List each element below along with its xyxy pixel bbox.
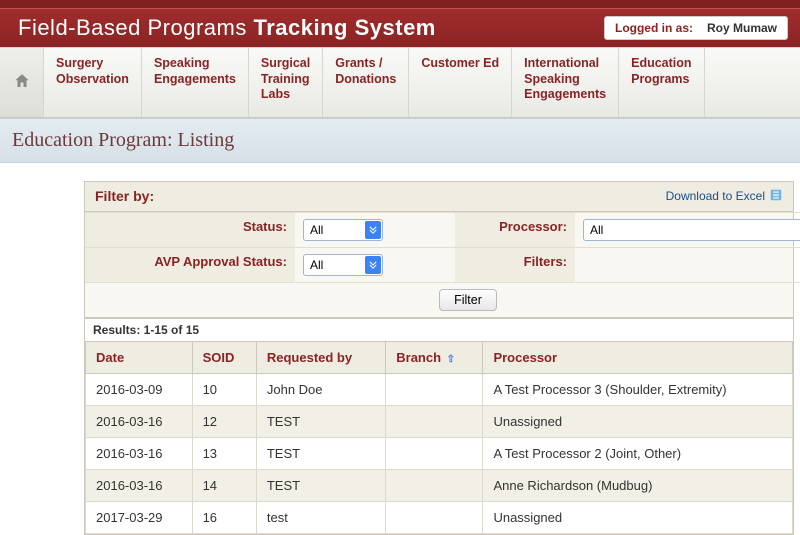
status-label: Status: — [85, 212, 295, 247]
cell-proc: A Test Processor 2 (Joint, Other) — [483, 437, 793, 469]
cell-req: TEST — [256, 437, 385, 469]
page-title: Education Program: Listing — [12, 129, 234, 151]
filter-panel: Filter by: Download to Excel Status: All… — [84, 181, 794, 535]
avp-select[interactable]: All — [303, 254, 383, 276]
sort-indicator-icon: ⇧ — [447, 354, 455, 365]
status-select[interactable]: All — [303, 219, 383, 241]
logged-in-user[interactable]: Roy Mumaw — [707, 21, 777, 35]
filter-header: Filter by: — [95, 188, 154, 204]
cell-branch — [386, 501, 483, 533]
page-title-bar: Education Program: Listing — [0, 118, 800, 163]
col-header[interactable]: Date — [86, 341, 193, 373]
header-bar: Field-Based Programs Tracking System Log… — [0, 8, 800, 47]
cell-soid: 14 — [192, 469, 256, 501]
table-row[interactable]: 2016-03-1612TEST Unassigned — [86, 405, 793, 437]
col-header[interactable]: Branch ⇧ — [386, 341, 483, 373]
cell-proc: Unassigned — [483, 405, 793, 437]
cell-branch — [386, 437, 483, 469]
download-label: Download to Excel — [666, 189, 765, 203]
excel-icon — [769, 188, 783, 205]
cell-soid: 10 — [192, 373, 256, 405]
nav-item-6[interactable]: EducationPrograms — [619, 48, 704, 117]
cell-date: 2016-03-16 — [86, 437, 193, 469]
cell-branch — [386, 405, 483, 437]
table-row[interactable]: 2017-03-2916test Unassigned — [86, 501, 793, 533]
col-header[interactable]: Requested by — [256, 341, 385, 373]
cell-date: 2016-03-16 — [86, 469, 193, 501]
cell-branch — [386, 469, 483, 501]
brand: Field-Based Programs Tracking System — [18, 15, 436, 41]
col-header[interactable]: Processor — [483, 341, 793, 373]
avp-label: AVP Approval Status: — [85, 247, 295, 282]
login-box: Logged in as: Roy Mumaw — [604, 16, 788, 40]
nav-item-2[interactable]: SurgicalTrainingLabs — [249, 48, 323, 117]
cell-soid: 16 — [192, 501, 256, 533]
nav-item-4[interactable]: Customer Ed — [409, 48, 512, 117]
filters-value-cell — [575, 247, 800, 282]
download-excel-link[interactable]: Download to Excel — [666, 188, 783, 205]
main-nav: SurgeryObservationSpeakingEngagementsSur… — [0, 47, 800, 118]
table-row[interactable]: 2016-03-0910John Doe A Test Processor 3 (… — [86, 373, 793, 405]
nav-item-5[interactable]: InternationalSpeakingEngagements — [512, 48, 619, 117]
filters-label: Filters: — [455, 247, 575, 282]
table-row[interactable]: 2016-03-1613TEST A Test Processor 2 (Join… — [86, 437, 793, 469]
cell-date: 2016-03-16 — [86, 405, 193, 437]
cell-req: TEST — [256, 469, 385, 501]
processor-label: Processor: — [455, 212, 575, 247]
logged-in-label: Logged in as: — [615, 21, 693, 35]
results-summary: Results: 1-15 of 15 — [85, 317, 793, 341]
cell-proc: Anne Richardson (Mudbug) — [483, 469, 793, 501]
cell-date: 2017-03-29 — [86, 501, 193, 533]
cell-req: TEST — [256, 405, 385, 437]
cell-soid: 13 — [192, 437, 256, 469]
cell-soid: 12 — [192, 405, 256, 437]
brand-heavy: Tracking System — [254, 15, 436, 40]
cell-req: test — [256, 501, 385, 533]
cell-date: 2016-03-09 — [86, 373, 193, 405]
processor-select[interactable]: All — [583, 219, 800, 241]
cell-req: John Doe — [256, 373, 385, 405]
cell-proc: A Test Processor 3 (Shoulder, Extremity) — [483, 373, 793, 405]
results-table: DateSOIDRequested byBranch ⇧Processor 20… — [85, 341, 793, 534]
nav-item-3[interactable]: Grants /Donations — [323, 48, 409, 117]
filter-button[interactable]: Filter — [439, 289, 497, 311]
nav-item-0[interactable]: SurgeryObservation — [44, 48, 142, 117]
table-row[interactable]: 2016-03-1614TEST Anne Richardson (Mudbug) — [86, 469, 793, 501]
nav-item-1[interactable]: SpeakingEngagements — [142, 48, 249, 117]
cell-proc: Unassigned — [483, 501, 793, 533]
home-button[interactable] — [0, 48, 44, 117]
brand-light: Field-Based Programs — [18, 15, 247, 40]
col-header[interactable]: SOID — [192, 341, 256, 373]
home-icon — [13, 72, 31, 93]
cell-branch — [386, 373, 483, 405]
